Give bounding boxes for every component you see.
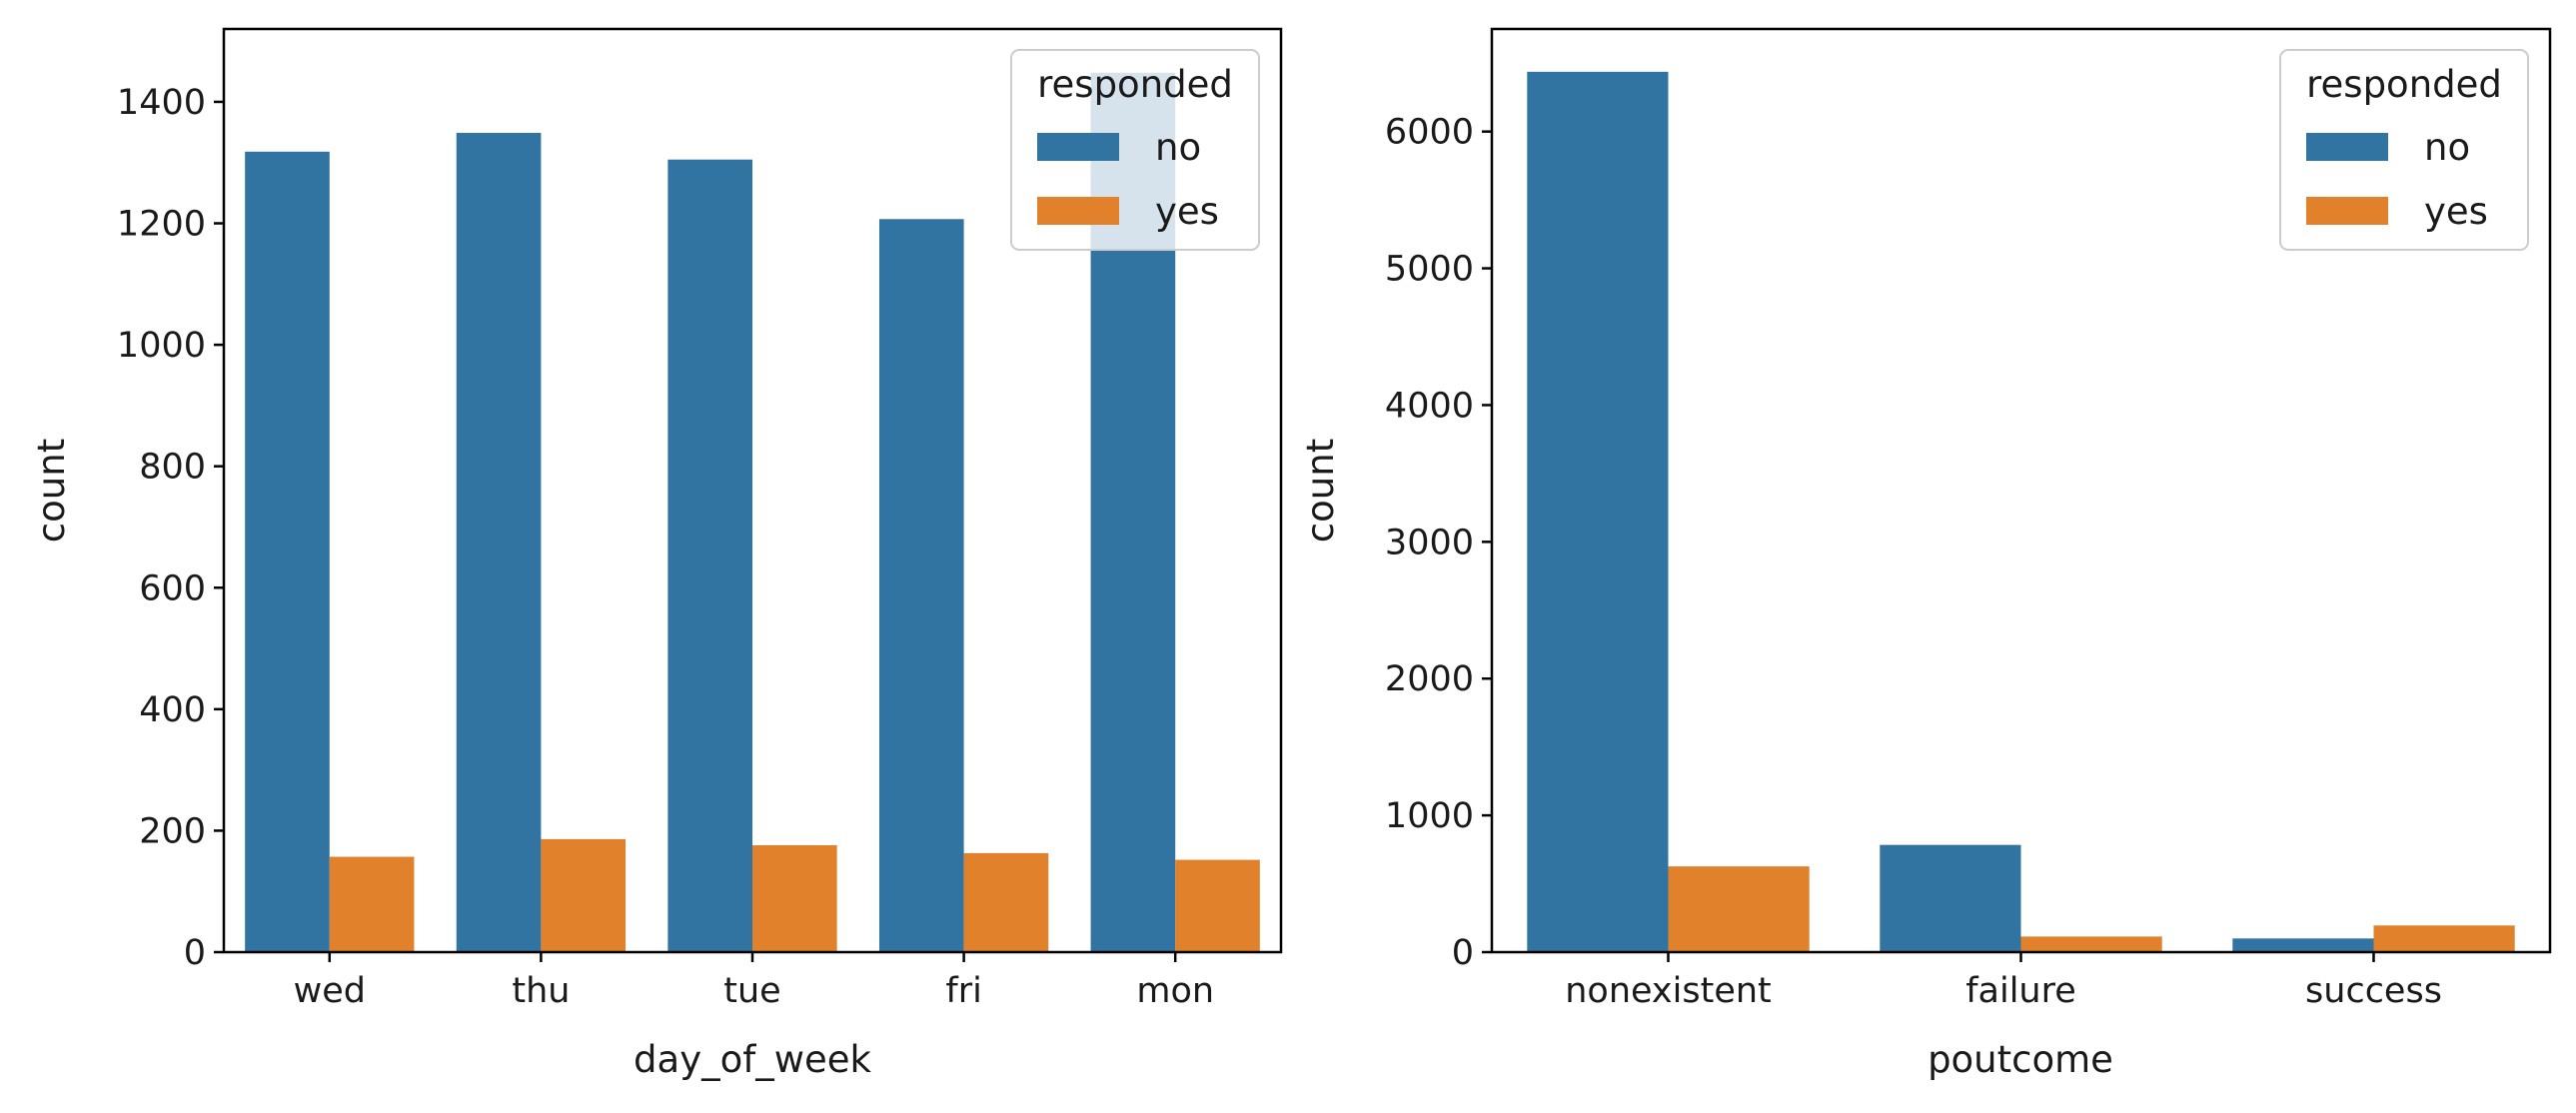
bar-no-nonexistent: [1527, 71, 1669, 953]
x-tick-label: tue: [723, 971, 780, 1011]
x-axis-label: poutcome: [1928, 1038, 2113, 1081]
x-tick-label: thu: [512, 971, 570, 1011]
bar-yes-wed: [329, 856, 415, 952]
legend-swatch-no: [2306, 133, 2388, 161]
x-tick-label: failure: [1965, 971, 2076, 1011]
bar-no-success: [2232, 938, 2374, 952]
bar-yes-nonexistent: [1668, 866, 1810, 952]
bar-no-fri: [878, 219, 964, 952]
y-tick-label: 800: [139, 448, 206, 488]
bar-no-failure: [1880, 844, 2021, 952]
bar-yes-thu: [541, 838, 627, 952]
y-tick-label: 1000: [117, 326, 206, 366]
y-axis-label: count: [1299, 439, 1342, 543]
y-tick-label: 3000: [1385, 523, 1474, 562]
y-axis-label: count: [30, 439, 73, 543]
bar-no-tue: [667, 159, 752, 952]
bar-yes-tue: [752, 845, 837, 952]
bar-yes-fri: [963, 852, 1049, 952]
y-tick-label: 2000: [1385, 659, 1474, 699]
legend: responded no yes: [1010, 49, 1260, 251]
y-tick-label: 0: [184, 933, 206, 973]
legend: responded no yes: [2279, 49, 2529, 251]
x-tick-label: fri: [945, 971, 981, 1011]
bar-yes-mon: [1175, 859, 1260, 952]
legend-label-yes: yes: [1155, 190, 1219, 233]
bar-no-thu: [456, 132, 542, 952]
x-tick-label: wed: [294, 971, 366, 1011]
y-tick-label: 400: [139, 690, 206, 730]
legend-title: responded: [1037, 63, 1233, 106]
x-tick-label: nonexistent: [1565, 971, 1772, 1011]
y-tick-label: 4000: [1385, 386, 1474, 426]
y-tick-label: 1400: [117, 83, 206, 123]
y-tick-label: 1200: [117, 205, 206, 245]
x-tick-label: success: [2305, 971, 2442, 1011]
legend-label-no: no: [1155, 126, 1201, 169]
x-axis-label: day_of_week: [634, 1038, 872, 1081]
y-tick-label: 1000: [1385, 796, 1474, 836]
y-tick-label: 6000: [1385, 113, 1474, 153]
x-tick-label: mon: [1136, 971, 1214, 1011]
legend-swatch-yes: [1037, 197, 1119, 225]
legend-swatch-yes: [2306, 197, 2388, 225]
y-tick-label: 600: [139, 568, 206, 608]
bar-yes-success: [2373, 925, 2515, 952]
y-tick-label: 5000: [1385, 250, 1474, 290]
bar-yes-failure: [2020, 936, 2162, 952]
chart-left: 0 200 400 600 800 1000 1200 1400 wed thu tue fri mo…: [30, 27, 1283, 1081]
legend-label-no: no: [2424, 126, 2470, 169]
bar-no-wed: [245, 151, 330, 952]
y-tick-label: 200: [139, 811, 206, 851]
legend-label-yes: yes: [2424, 190, 2488, 233]
y-tick-label: 0: [1452, 933, 1474, 973]
legend-title: responded: [2306, 63, 2502, 106]
chart-right: 0 1000 2000 3000 4000 5000 6000 nonexistent fai…: [1299, 27, 2552, 1081]
legend-swatch-no: [1037, 133, 1119, 161]
